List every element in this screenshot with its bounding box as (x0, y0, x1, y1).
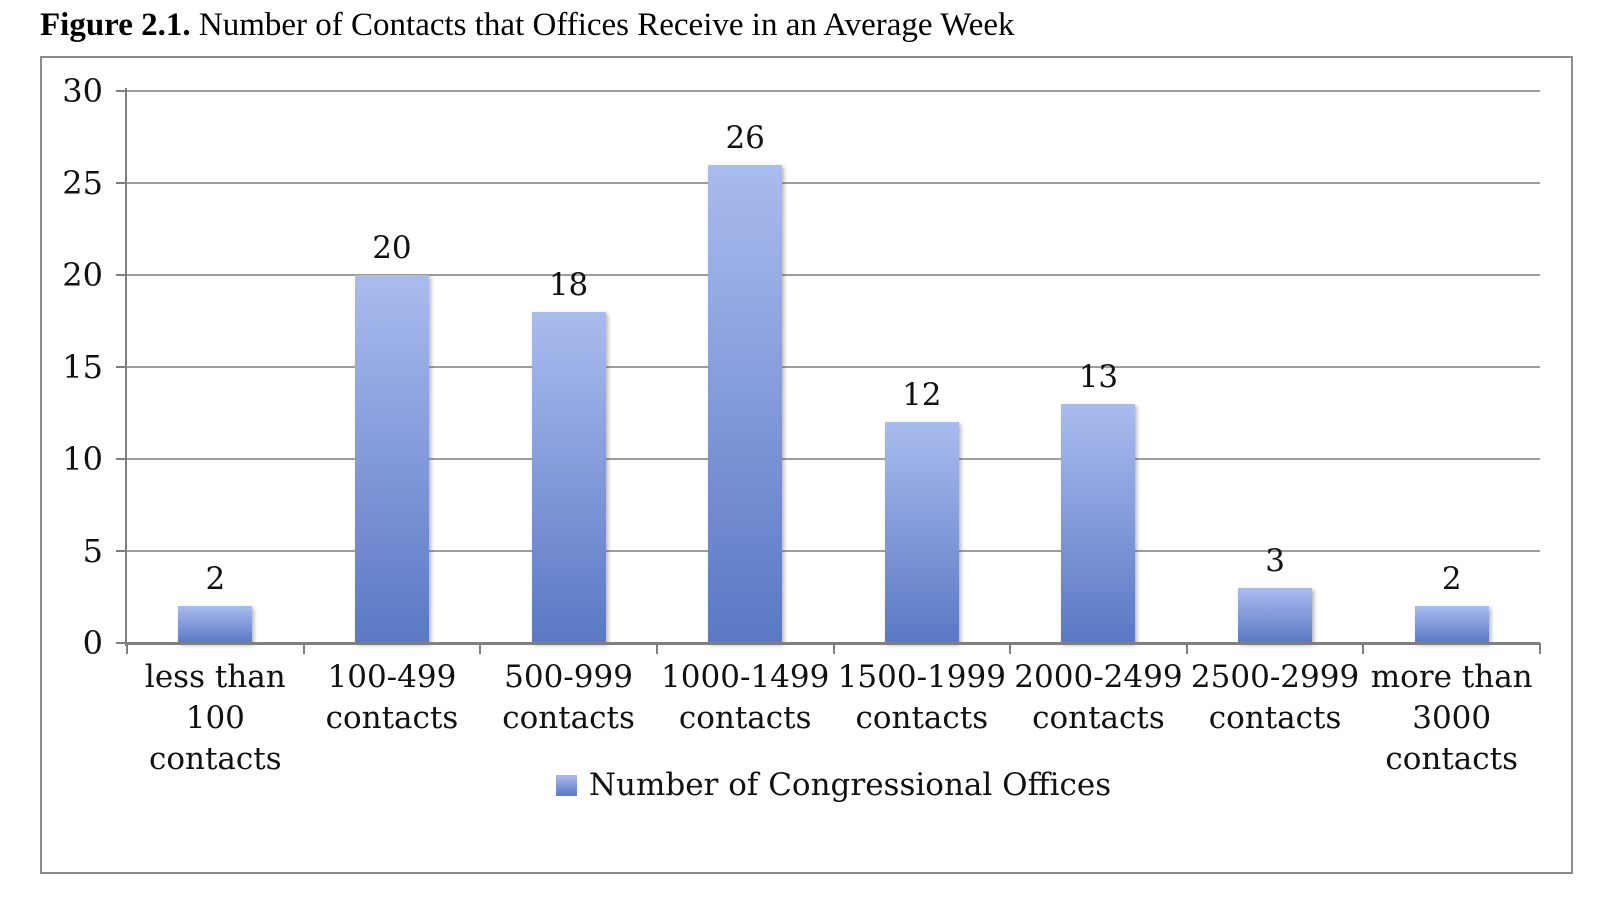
y-axis-tick (116, 182, 127, 184)
gridline (127, 274, 1540, 276)
x-axis-tick (479, 643, 482, 654)
x-axis-category-label: 500-999 contacts (502, 659, 635, 736)
gridline (127, 366, 1540, 368)
figure-title: Figure 2.1. Number of Contacts that Offi… (40, 7, 1015, 44)
y-axis-tick-label: 30 (62, 72, 103, 110)
x-axis-category-label: 1500-1999 contacts (837, 659, 1006, 736)
bar (1238, 587, 1313, 643)
chart-legend: Number of Congressional Offices (127, 767, 1540, 803)
legend-label: Number of Congressional Offices (588, 767, 1112, 803)
x-axis-category-label: 2500-2999 contacts (1190, 659, 1360, 736)
y-axis-tick-label: 15 (62, 348, 103, 386)
x-axis-category-label: 100-499 contacts (325, 659, 459, 736)
x-axis-tick (1009, 643, 1012, 654)
figure-title-text: Number of Contacts that Offices Receive … (190, 7, 1015, 43)
y-axis-tick (116, 458, 127, 460)
x-axis-tick (1362, 643, 1365, 654)
y-axis-tick (116, 642, 127, 644)
x-axis-category-label: less than 100 contacts (144, 659, 286, 777)
y-axis-tick (116, 366, 127, 368)
bar-value-label: 2 (1441, 561, 1462, 598)
y-axis-tick (116, 550, 127, 552)
y-axis-tick (116, 274, 127, 276)
chart-frame (40, 56, 1573, 874)
bar-value-label: 2 (205, 561, 226, 598)
x-axis-tick (655, 643, 658, 654)
figure-number-label: Figure 2.1. (40, 7, 191, 43)
bar (178, 606, 253, 643)
x-axis-category-label: more than 3000 contacts (1370, 659, 1533, 777)
y-axis-tick (116, 90, 127, 92)
x-axis-tick (1185, 643, 1188, 654)
bar-value-label: 12 (902, 377, 942, 414)
x-axis-tick (126, 643, 128, 654)
bar (884, 422, 959, 643)
bar-value-label: 26 (725, 119, 765, 156)
y-axis-tick-label: 5 (82, 532, 103, 570)
bar (354, 275, 429, 643)
bar (708, 164, 783, 643)
legend-swatch-icon (555, 774, 577, 796)
y-axis-tick-label: 25 (62, 164, 103, 202)
bar (1414, 606, 1489, 643)
bar-value-label: 13 (1078, 358, 1119, 395)
gridline (127, 458, 1540, 460)
y-axis-tick-label: 10 (62, 440, 103, 478)
gridline (127, 550, 1540, 552)
x-axis-tick (1539, 643, 1541, 654)
x-axis-tick (832, 643, 835, 654)
x-axis-category-label: 1000-1499 contacts (661, 659, 830, 736)
gridline (127, 90, 1540, 92)
bar-value-label: 20 (372, 230, 412, 266)
y-axis-tick-label: 0 (82, 624, 103, 662)
x-axis-tick (302, 643, 305, 654)
gridline (127, 182, 1540, 184)
y-axis-line (125, 88, 127, 646)
y-axis-tick-label: 20 (62, 256, 103, 294)
bar-value-label: 18 (548, 266, 589, 303)
bar-value-label: 3 (1265, 542, 1285, 579)
bar (531, 311, 606, 643)
x-axis-category-label: 2000-2499 contacts (1014, 659, 1183, 736)
bar (1061, 403, 1136, 643)
